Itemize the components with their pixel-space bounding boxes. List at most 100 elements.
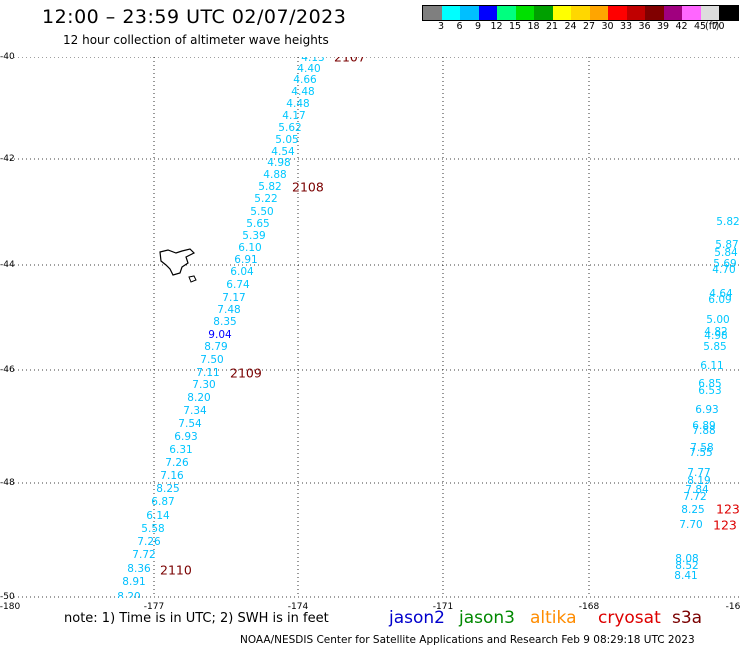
wave-height-point: 5.58	[141, 523, 165, 535]
pass-label: 2108	[292, 179, 324, 195]
legend-swatch	[441, 6, 460, 20]
legend-label: 15	[508, 21, 522, 32]
legend-swatch	[571, 6, 590, 20]
legend-label: 39	[656, 21, 670, 32]
wave-height-point: 7.48	[217, 304, 241, 316]
wave-height-point: 4.88	[263, 169, 287, 181]
pass-label: 123	[713, 517, 737, 533]
island-shape	[159, 248, 196, 276]
wave-height-point: 5.50	[250, 206, 274, 218]
wave-height-point: 7.77	[687, 467, 711, 479]
legend-unit: (ft)	[705, 21, 720, 32]
wave-height-point: 7.84	[685, 484, 709, 496]
wave-height-point: 9.04	[208, 329, 232, 341]
legend-label: 27	[582, 21, 596, 32]
legend-swatch	[534, 6, 553, 20]
wave-height-point: 4.98	[267, 157, 291, 169]
longitude-label: -174	[287, 602, 309, 612]
wave-height-point: 7.50	[200, 354, 224, 366]
wave-height-point: 6.85	[698, 378, 722, 390]
wave-height-point: 8.36	[127, 563, 151, 575]
legend-label: 6	[456, 21, 463, 32]
wave-height-point: 4.48	[291, 86, 315, 98]
wave-height-point: 5.00	[706, 314, 730, 326]
wave-height-point: 5.82	[258, 181, 282, 193]
legend-swatch	[719, 6, 738, 20]
latitude-label: -48	[0, 478, 15, 488]
satellite-legend-item: jason2	[389, 608, 445, 628]
wave-height-point: 4.82	[704, 326, 728, 338]
latitude-label: -44	[0, 260, 15, 270]
wave-height-point: 7.34	[183, 405, 207, 417]
legend-label: 33	[619, 21, 633, 32]
wave-height-point: 8.91	[122, 576, 146, 588]
pass-label: 2107	[334, 57, 366, 65]
map-grid	[10, 57, 740, 598]
wave-height-point: 8.20	[187, 392, 211, 404]
longitude-label: -16	[725, 602, 740, 612]
pass-label: 123	[716, 501, 740, 517]
wave-height-point: 5.87	[715, 239, 739, 251]
wave-height-point: 4.40	[297, 63, 321, 75]
legend-label: 24	[564, 21, 577, 32]
wave-height-point: 4.54	[271, 146, 295, 158]
wave-height-point: 6.53	[698, 385, 722, 397]
wave-height-point: 5.82	[716, 216, 740, 228]
wave-height-point: 5.22	[254, 193, 278, 205]
page-title: 12:00 – 23:59 UTC 02/07/2023	[42, 6, 347, 28]
legend-swatch	[515, 6, 534, 20]
wave-height-point: 8.52	[675, 560, 699, 572]
credit-line: NOAA/NESDIS Center for Satellite Applica…	[240, 634, 695, 646]
legend-swatch	[626, 6, 645, 20]
wave-height-point: 5.85	[703, 341, 727, 353]
legend-swatch	[589, 6, 608, 20]
wave-height-point: 4.17	[282, 110, 306, 122]
legend-label: 42	[675, 21, 688, 32]
legend-label: 45	[693, 21, 707, 32]
legend-swatch	[608, 6, 627, 20]
wave-height-point: 4.98	[704, 330, 728, 342]
longitude-label: -180	[0, 602, 21, 612]
wave-height-point: 5.84	[714, 247, 738, 259]
legend-swatch	[497, 6, 516, 20]
wave-height-point: 4.70	[712, 264, 736, 276]
wave-height-point: 7.11	[196, 367, 220, 379]
pass-label: 2109	[230, 365, 262, 381]
wave-height-point: 6.91	[234, 254, 258, 266]
wave-height-point: 6.87	[151, 496, 175, 508]
legend-label: 21	[545, 21, 559, 32]
wave-height-point: 5.05	[275, 134, 299, 146]
legend-label: 30	[601, 21, 614, 32]
color-legend	[422, 5, 739, 21]
wave-height-point: 6.31	[169, 444, 193, 456]
latitude-label: -46	[0, 365, 15, 375]
legend-label: 70	[712, 21, 725, 32]
wave-height-point: 7.26	[137, 536, 161, 548]
wave-height-point: 7.16	[160, 470, 184, 482]
wave-height-point: 8.35	[213, 316, 237, 328]
legend-swatch	[460, 6, 479, 20]
longitude-label: -171	[432, 602, 454, 612]
wave-height-point: 5.65	[246, 218, 270, 230]
legend-swatch	[645, 6, 664, 20]
wave-height-point: 7.54	[178, 418, 202, 430]
wave-height-point: 7.58	[690, 442, 714, 454]
legend-swatch	[700, 6, 719, 20]
latitude-label: -50	[0, 592, 15, 602]
wave-height-point: 7.26	[165, 457, 189, 469]
wave-height-point: 8.79	[204, 341, 228, 353]
legend-swatch	[552, 6, 571, 20]
map-plot-area[interactable]: 4.13 4.40 4.66 4.48 4.48 4.17 5.62 5.05 4.54 4.98…	[10, 57, 740, 598]
latitude-label: -42	[0, 154, 15, 164]
legend-swatch	[663, 6, 682, 20]
islet-shape	[188, 275, 197, 283]
wave-height-point: 7.55	[689, 447, 713, 459]
pass-label: 2110	[160, 562, 192, 578]
wave-height-point: 8.25	[681, 504, 705, 516]
wave-height-point: 6.89	[692, 420, 716, 432]
wave-height-point: 7.70	[679, 519, 703, 531]
wave-height-point: 4.48	[286, 98, 310, 110]
wave-height-point: 7.72	[683, 491, 707, 503]
wave-height-point: 7.72	[132, 549, 156, 561]
wave-height-point: 6.04	[230, 266, 254, 278]
